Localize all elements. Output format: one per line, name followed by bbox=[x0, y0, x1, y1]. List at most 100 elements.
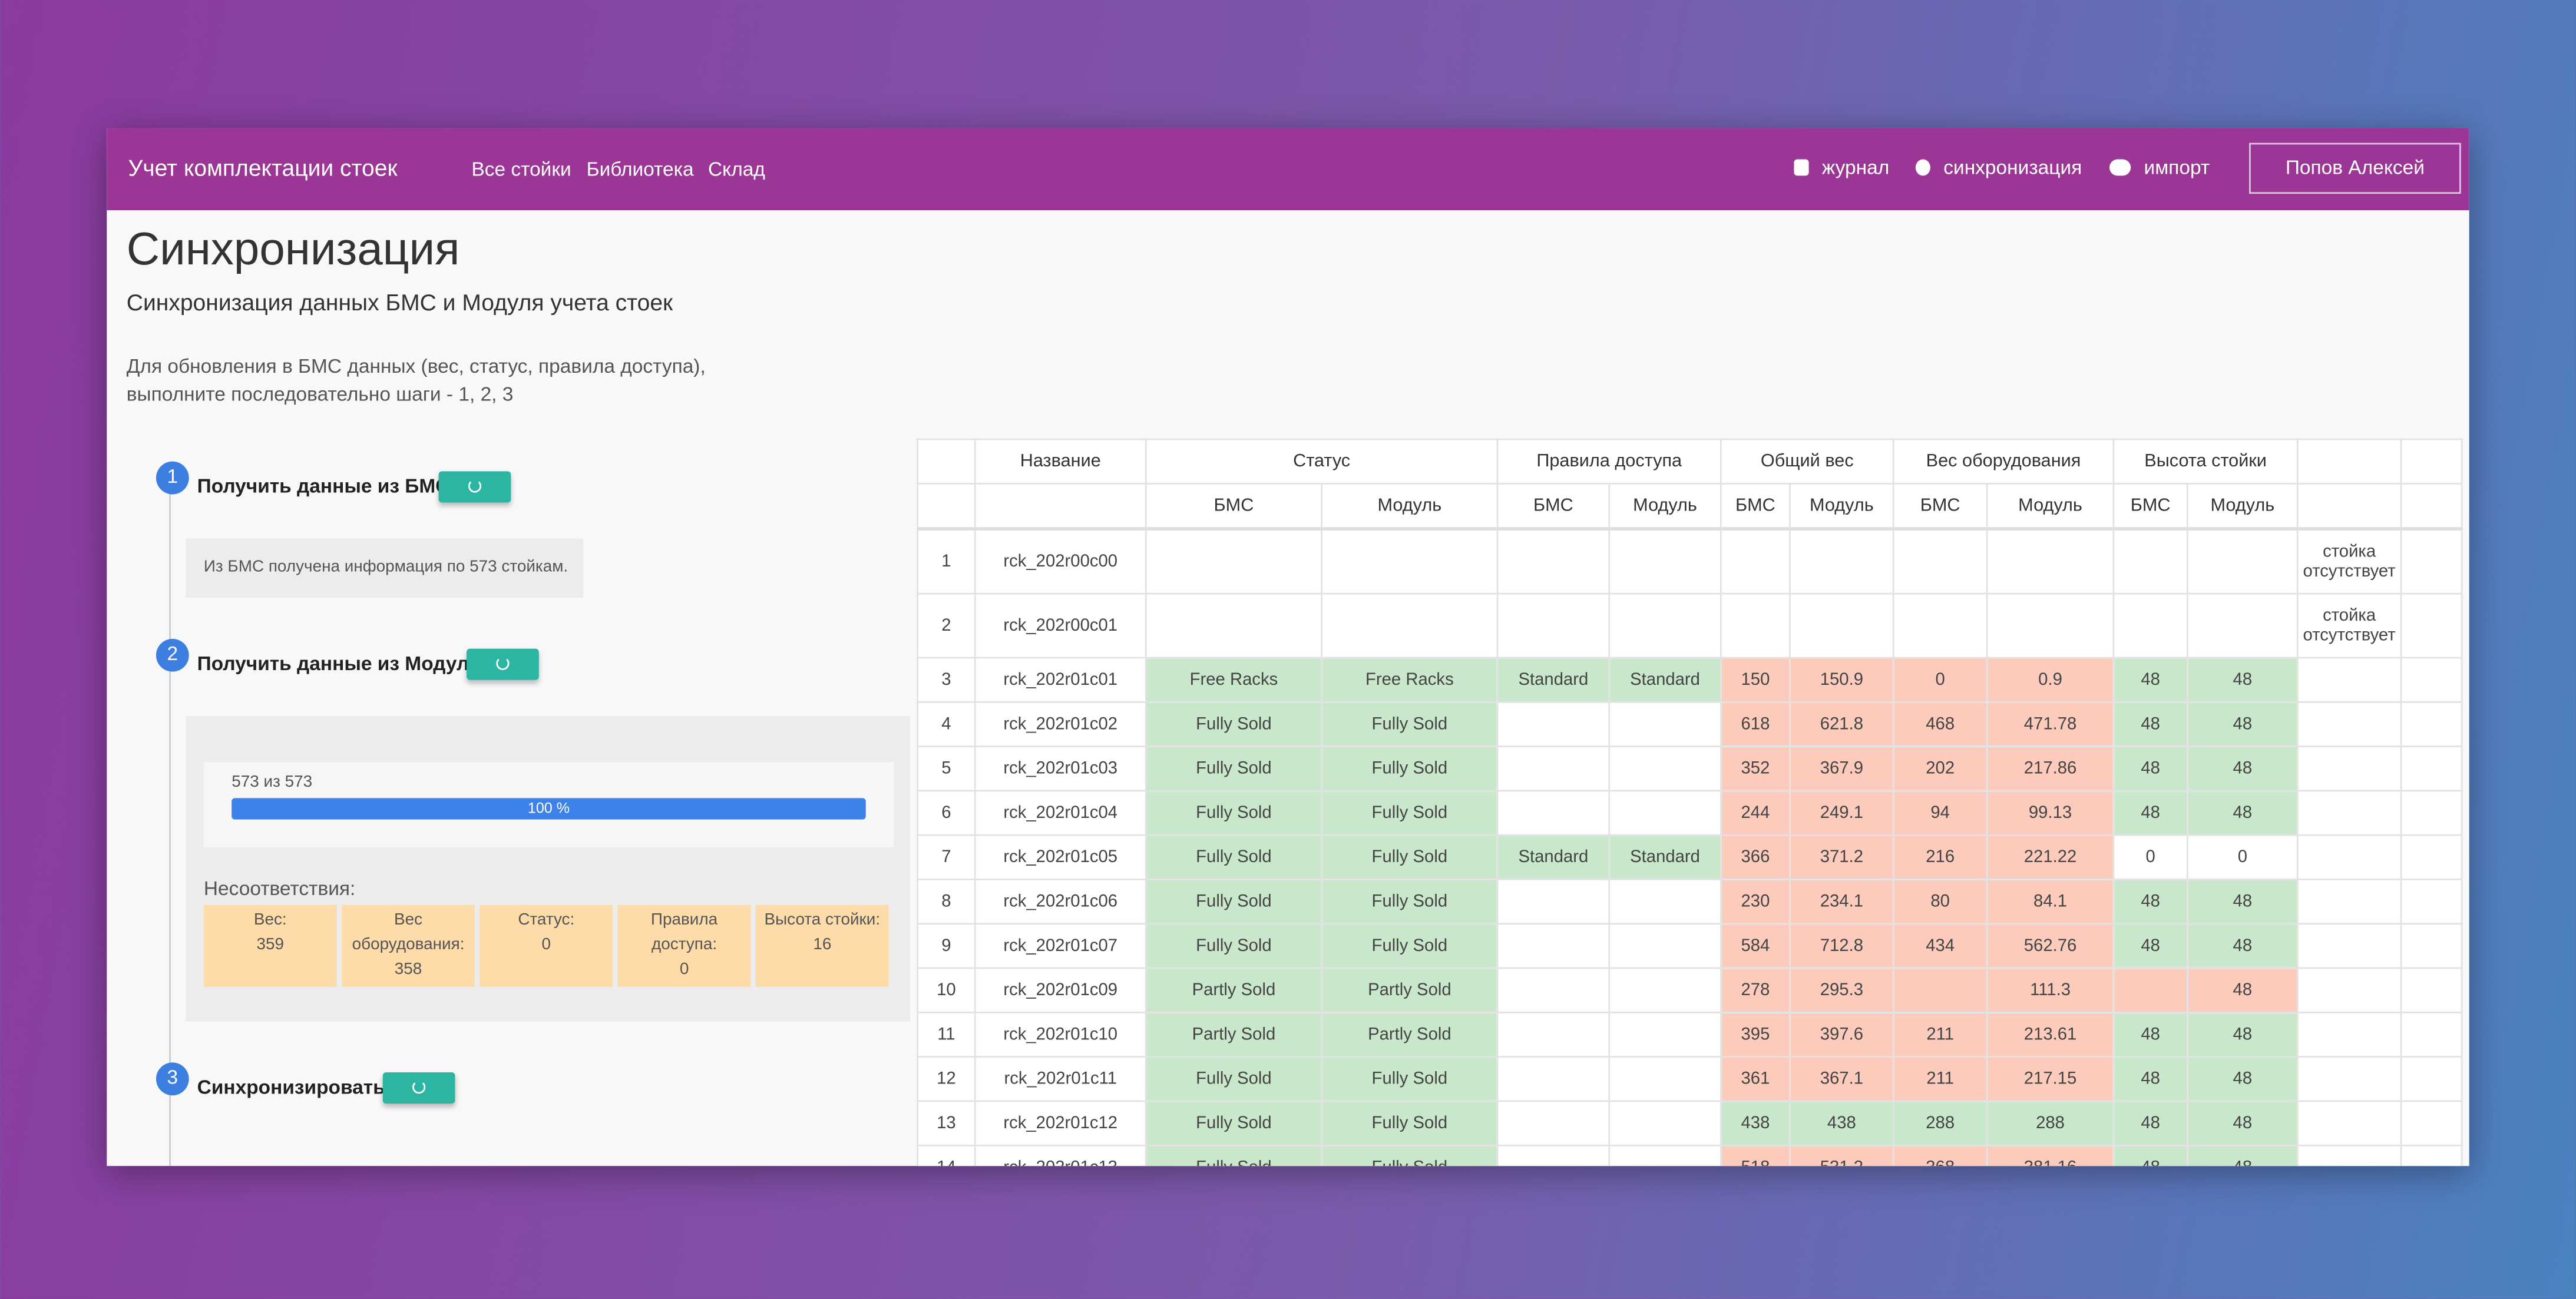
table-row: 7 rck_202r01c05 Fully Sold Fully Sold Standa… bbox=[917, 834, 2463, 880]
table-cell bbox=[1496, 1100, 1611, 1146]
table-cell bbox=[1608, 1056, 1722, 1102]
table-cell: rck_202r01c04 bbox=[974, 790, 1147, 836]
table-cell bbox=[2296, 657, 2402, 703]
refresh-button[interactable] bbox=[438, 471, 511, 503]
table-cell: 288 bbox=[1892, 1100, 1988, 1146]
table-cell: rck_202r01c02 bbox=[974, 701, 1147, 747]
progress-box: 573 из 573 100 % bbox=[203, 762, 894, 848]
table-cell: 0 bbox=[2187, 834, 2299, 880]
mismatch-card: Высота стойки: 16 bbox=[755, 904, 889, 987]
table-cell: 531.2 bbox=[1789, 1144, 1894, 1167]
table-cell bbox=[2187, 528, 2299, 595]
table-cell: 216 bbox=[1892, 834, 1988, 880]
table-cell: Fully Sold bbox=[1321, 923, 1499, 969]
step-panel: 573 из 573 100 % Несоответствия: Вес: 359… bbox=[186, 715, 911, 1022]
table-cell: rck_202r01c07 bbox=[974, 923, 1147, 969]
table-cell bbox=[2112, 592, 2188, 659]
table-cell: 94 bbox=[1892, 790, 1988, 836]
table-cell: 6 bbox=[917, 790, 976, 836]
table-cell bbox=[1496, 745, 1611, 792]
header-cell: Вес оборудования bbox=[1892, 438, 2115, 485]
table-cell bbox=[1892, 967, 1988, 1013]
table-cell: rck_202r01c11 bbox=[974, 1056, 1147, 1102]
progress-track: 100 % bbox=[232, 798, 866, 820]
table-cell bbox=[1608, 592, 1722, 659]
mismatch-card: Вес: 359 bbox=[203, 904, 337, 987]
step-message: Из БМС получена информация по 573 стойка… bbox=[186, 538, 584, 598]
table-cell: 395 bbox=[1719, 1011, 1791, 1058]
table-cell: 295.3 bbox=[1789, 967, 1894, 1013]
table-row: 5 rck_202r01c03 Fully Sold Fully Sold 352 367… bbox=[917, 745, 2463, 792]
nav-link[interactable]: Все стойки bbox=[471, 157, 571, 181]
header-cell: БМС bbox=[2112, 482, 2188, 531]
table-cell: 366 bbox=[1719, 834, 1791, 880]
description: выполните последовательно шаги - 1, 2, 3 bbox=[126, 382, 514, 406]
table-cell bbox=[1986, 528, 2115, 595]
table-cell: Fully Sold bbox=[1145, 879, 1323, 925]
table-cell: rck_202r00c01 bbox=[974, 592, 1147, 659]
mismatch-card: Статус: 0 bbox=[480, 904, 613, 987]
table-cell bbox=[2296, 1056, 2402, 1102]
mismatch-label: Правила доступа: bbox=[650, 911, 718, 955]
progress-fill bbox=[232, 798, 866, 820]
table-cell bbox=[2400, 1011, 2463, 1058]
table-cell: 48 bbox=[2187, 1100, 2299, 1146]
table-cell bbox=[2296, 745, 2402, 792]
table-cell: Standard bbox=[1608, 657, 1722, 703]
action-label: импорт bbox=[2144, 155, 2210, 179]
table-cell: 48 bbox=[2187, 745, 2299, 792]
table-cell bbox=[1608, 923, 1722, 969]
table-cell: Fully Sold bbox=[1321, 790, 1499, 836]
table-cell bbox=[2296, 967, 2402, 1013]
refresh-button[interactable] bbox=[467, 648, 539, 680]
nav-link[interactable]: Библиотека bbox=[586, 157, 694, 181]
action-link[interactable]: синхронизация bbox=[1915, 156, 2082, 179]
app-title[interactable]: Учет комплектации стоек bbox=[128, 154, 398, 181]
sync-button[interactable] bbox=[382, 1072, 455, 1104]
table-cell: стойка отсутствует bbox=[2296, 592, 2402, 659]
table-cell: rck_202r01c05 bbox=[974, 834, 1147, 880]
table-row: 10 rck_202r01c09 Partly Sold Partly Sold 278… bbox=[917, 967, 2463, 1013]
table-cell: 48 bbox=[2112, 745, 2188, 792]
table-cell: Fully Sold bbox=[1321, 1144, 1499, 1167]
table-cell bbox=[2400, 1056, 2463, 1102]
table-cell: 518 bbox=[1719, 1144, 1791, 1167]
table-cell: Standard bbox=[1496, 834, 1611, 880]
table-cell: rck_202r01c12 bbox=[974, 1100, 1147, 1146]
table-cell bbox=[1608, 879, 1722, 925]
table-cell bbox=[1789, 528, 1894, 595]
mismatch-value: 0 bbox=[679, 960, 689, 979]
table-cell: 48 bbox=[2187, 923, 2299, 969]
table-cell: rck_202r00c00 bbox=[974, 528, 1147, 595]
header-cell bbox=[2400, 438, 2463, 485]
table-cell: 48 bbox=[2112, 1144, 2188, 1167]
header-cell: Модуль bbox=[2187, 482, 2299, 531]
table-cell: rck_202r01c06 bbox=[974, 879, 1147, 925]
table-cell bbox=[1496, 879, 1611, 925]
table-cell: rck_202r01c01 bbox=[974, 657, 1147, 703]
table-cell: Free Racks bbox=[1321, 657, 1499, 703]
nav-link[interactable]: Склад bbox=[708, 157, 765, 181]
table-cell bbox=[2112, 967, 2188, 1013]
mismatch-card: Правила доступа: 0 bbox=[617, 904, 751, 987]
top-bar: Учет комплектации стоек Все стойки Библи… bbox=[107, 128, 2469, 210]
table-cell: 48 bbox=[2187, 1011, 2299, 1058]
table-cell: 0 bbox=[2112, 834, 2188, 880]
table-cell bbox=[1608, 967, 1722, 1013]
table-cell: 48 bbox=[2187, 1144, 2299, 1167]
table-cell: 381.16 bbox=[1986, 1144, 2115, 1167]
step-number: 2 bbox=[156, 638, 189, 672]
header-cell: Модуль bbox=[1986, 482, 2115, 531]
table-cell bbox=[1608, 1100, 1722, 1146]
table-cell bbox=[1719, 592, 1791, 659]
action-link[interactable]: журнал bbox=[1794, 156, 1889, 179]
progress-label: 573 из 573 bbox=[232, 773, 313, 792]
user-button[interactable]: Попов Алексей bbox=[2249, 143, 2461, 194]
table-cell: 4 bbox=[917, 701, 976, 747]
action-link[interactable]: импорт bbox=[2109, 156, 2210, 179]
header-cell: БМС bbox=[1892, 482, 1988, 531]
table-cell: 618 bbox=[1719, 701, 1791, 747]
table-cell: 367.9 bbox=[1789, 745, 1894, 792]
